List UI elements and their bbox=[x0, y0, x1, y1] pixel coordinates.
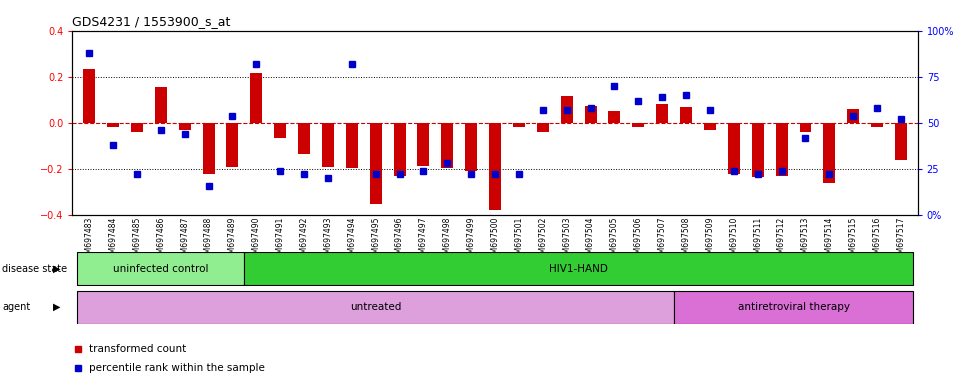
Bar bbox=[250, 73, 263, 123]
Bar bbox=[584, 106, 597, 123]
Bar bbox=[895, 123, 907, 160]
Bar bbox=[179, 123, 190, 130]
Text: disease state: disease state bbox=[2, 264, 67, 274]
Bar bbox=[776, 123, 787, 176]
Bar bbox=[823, 123, 836, 183]
Text: HIV1-HAND: HIV1-HAND bbox=[550, 264, 608, 274]
Bar bbox=[346, 123, 357, 168]
Bar bbox=[513, 123, 525, 127]
Bar bbox=[537, 123, 549, 132]
Text: agent: agent bbox=[2, 302, 30, 312]
Bar bbox=[203, 123, 214, 174]
Text: ▶: ▶ bbox=[53, 302, 61, 312]
Bar bbox=[680, 107, 692, 123]
Bar bbox=[704, 123, 716, 130]
Text: antiretroviral therapy: antiretroviral therapy bbox=[737, 302, 849, 312]
Bar bbox=[83, 69, 95, 123]
Bar bbox=[226, 123, 239, 167]
Bar bbox=[489, 123, 501, 210]
Bar bbox=[633, 123, 644, 127]
Bar bbox=[847, 109, 859, 123]
Bar bbox=[274, 123, 286, 138]
Bar bbox=[322, 123, 334, 167]
Bar bbox=[800, 123, 811, 132]
Bar bbox=[370, 123, 382, 204]
Bar bbox=[871, 123, 883, 127]
Text: transformed count: transformed count bbox=[90, 344, 186, 354]
Bar bbox=[131, 123, 143, 132]
Bar bbox=[674, 291, 913, 324]
Bar bbox=[560, 96, 573, 123]
Bar bbox=[77, 291, 674, 324]
Bar bbox=[727, 123, 740, 174]
Bar bbox=[466, 123, 477, 171]
Text: GDS4231 / 1553900_s_at: GDS4231 / 1553900_s_at bbox=[72, 15, 231, 28]
Text: uninfected control: uninfected control bbox=[113, 264, 209, 274]
Bar bbox=[244, 252, 913, 285]
Bar bbox=[298, 123, 310, 154]
Text: ▶: ▶ bbox=[53, 264, 61, 274]
Text: percentile rank within the sample: percentile rank within the sample bbox=[90, 363, 266, 373]
Bar bbox=[155, 87, 167, 123]
Bar bbox=[609, 111, 620, 123]
Bar bbox=[107, 123, 119, 127]
Bar bbox=[77, 252, 244, 285]
Bar bbox=[656, 104, 668, 123]
Bar bbox=[417, 123, 430, 166]
Bar bbox=[752, 123, 764, 177]
Bar bbox=[441, 123, 453, 168]
Bar bbox=[393, 123, 406, 176]
Text: untreated: untreated bbox=[350, 302, 402, 312]
